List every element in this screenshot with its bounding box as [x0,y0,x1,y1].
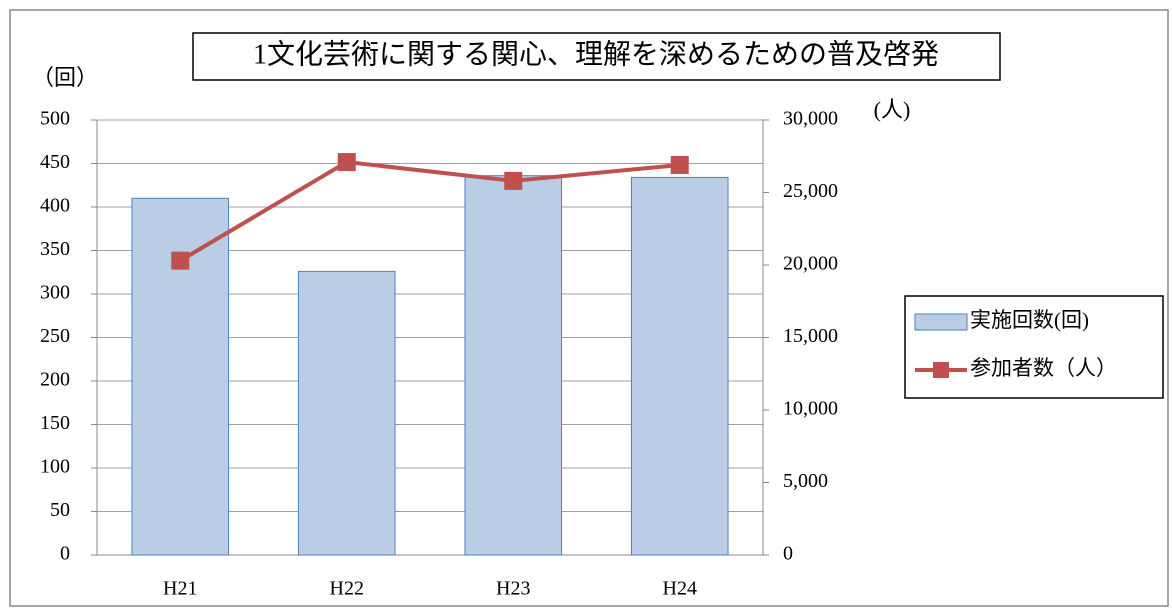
chart-title: 1文化芸術に関する関心、理解を深めるための普及啓発 [253,38,939,70]
x-tick-label: H23 [496,578,530,600]
line-marker [171,251,190,270]
y2-tick-label: 10,000 [783,398,838,420]
x-tick-label: H21 [163,578,197,600]
x-tick-label: H22 [330,578,364,600]
y2-tick-label: 5,000 [783,470,828,492]
y-tick-label: 450 [40,151,70,173]
line-marker [670,155,689,174]
y-axis-label: （回） [32,65,98,90]
y2-tick-label: 0 [783,543,793,565]
y-tick-label: 250 [40,325,70,347]
y2-axis-label: (人) [874,97,911,122]
line [179,159,680,263]
legend-swatch [914,313,968,331]
line-marker [337,153,356,172]
y-tick-label: 100 [40,456,70,478]
y-tick-label: 300 [40,282,70,304]
y-tick-label: 350 [40,238,70,260]
bar [464,175,563,556]
legend-marker [933,362,949,378]
legend-label: 参加者数（人） [970,356,1117,380]
line-marker [504,171,523,190]
y-tick-label: 200 [40,369,70,391]
y-tick-label: 0 [60,543,70,565]
y2-tick-label: 25,000 [783,180,838,202]
bar [630,176,729,556]
y-tick-label: 400 [40,195,70,217]
x-tick-label: H24 [663,578,697,600]
y-tick-label: 500 [40,108,70,130]
y2-tick-label: 15,000 [783,325,838,347]
y-tick-label: 150 [40,412,70,434]
y2-tick-label: 20,000 [783,253,838,275]
y-tick-label: 50 [50,499,70,521]
title-box [192,32,1001,81]
y2-tick-label: 30,000 [783,108,838,130]
legend-label: 実施回数(回) [970,308,1089,332]
legend-box [904,295,1164,399]
bar [297,270,396,556]
